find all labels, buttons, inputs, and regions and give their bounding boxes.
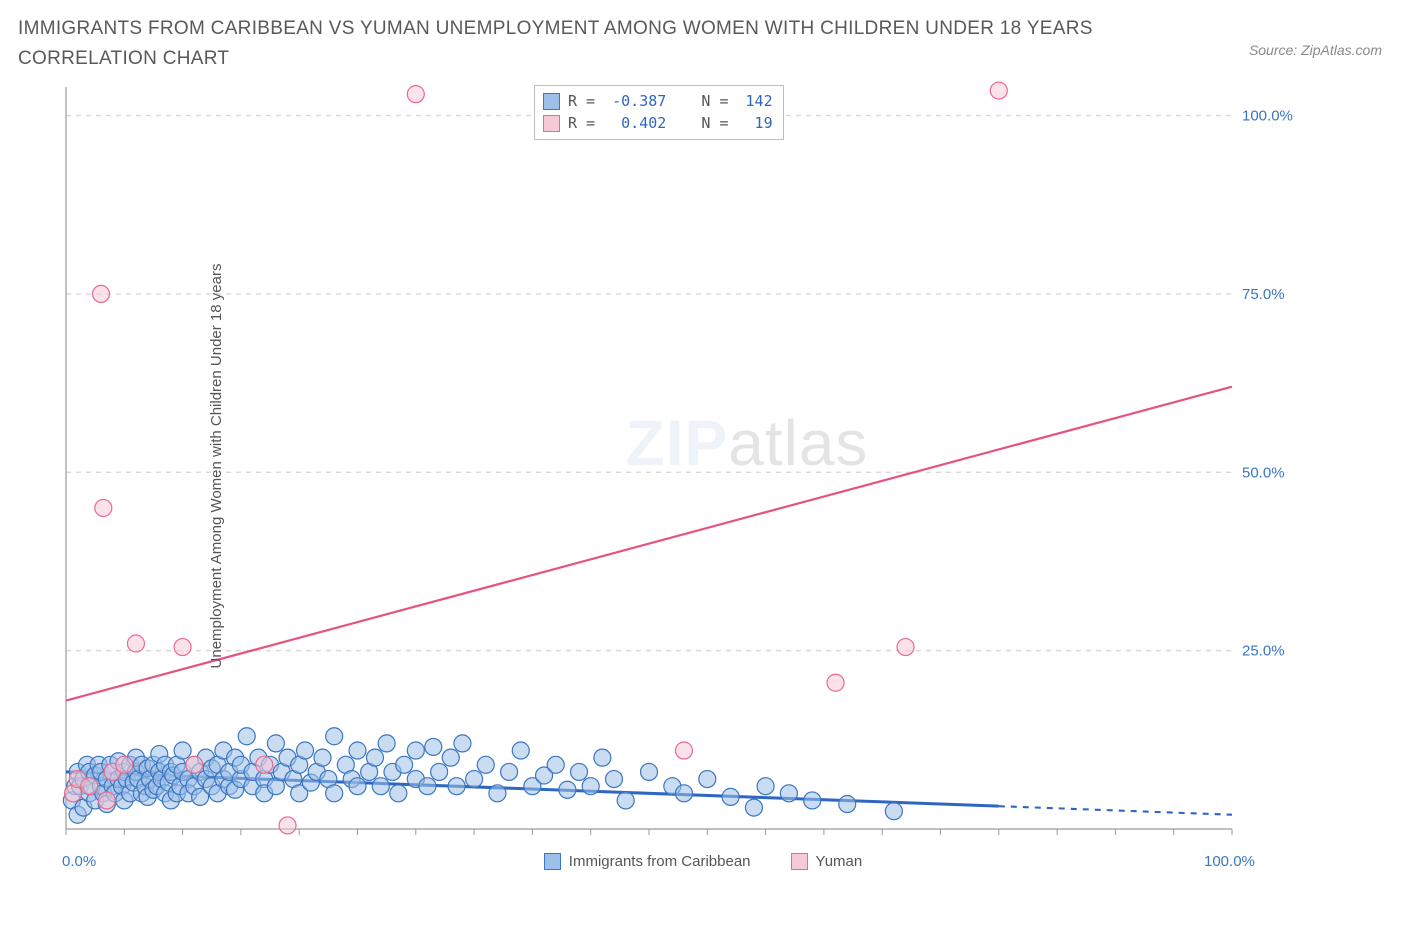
data-point bbox=[326, 728, 343, 745]
legend-label: Yuman bbox=[816, 853, 863, 870]
data-point bbox=[477, 756, 494, 773]
data-point bbox=[722, 788, 739, 805]
data-point bbox=[267, 735, 284, 752]
data-point bbox=[512, 742, 529, 759]
data-point bbox=[366, 749, 383, 766]
data-point bbox=[442, 749, 459, 766]
legend-label: Immigrants from Caribbean bbox=[569, 853, 751, 870]
data-point bbox=[699, 770, 716, 787]
data-point bbox=[745, 799, 762, 816]
data-point bbox=[641, 763, 658, 780]
legend-stats-row: R = -0.387 N = 142 bbox=[543, 90, 773, 113]
data-point bbox=[349, 742, 366, 759]
x-tick-label: 0.0% bbox=[62, 853, 96, 870]
data-point bbox=[675, 742, 692, 759]
data-point bbox=[501, 763, 518, 780]
data-point bbox=[466, 770, 483, 787]
legend-swatch bbox=[543, 93, 560, 110]
legend-item: Yuman bbox=[791, 853, 863, 870]
data-point bbox=[378, 735, 395, 752]
data-point bbox=[571, 763, 588, 780]
data-point bbox=[559, 781, 576, 798]
data-point bbox=[425, 738, 442, 755]
data-point bbox=[582, 777, 599, 794]
data-point bbox=[489, 785, 506, 802]
y-axis-label: Unemployment Among Women with Children U… bbox=[208, 263, 225, 668]
data-point bbox=[431, 763, 448, 780]
data-point bbox=[238, 728, 255, 745]
data-point bbox=[780, 785, 797, 802]
data-point bbox=[839, 795, 856, 812]
data-point bbox=[256, 756, 273, 773]
legend-swatch bbox=[544, 853, 561, 870]
data-point bbox=[757, 777, 774, 794]
legend-bottom: Immigrants from Caribbean Yuman bbox=[18, 853, 1388, 870]
y-tick-label: 50.0% bbox=[1242, 464, 1285, 481]
data-point bbox=[174, 638, 191, 655]
data-point bbox=[448, 777, 465, 794]
data-point bbox=[390, 785, 407, 802]
data-point bbox=[990, 82, 1007, 99]
data-point bbox=[897, 638, 914, 655]
y-tick-label: 25.0% bbox=[1242, 642, 1285, 659]
data-point bbox=[297, 742, 314, 759]
data-point bbox=[127, 635, 144, 652]
legend-stats-box: R = -0.387 N = 142R = 0.402 N = 19 bbox=[534, 85, 784, 140]
data-point bbox=[174, 742, 191, 759]
legend-stats-row: R = 0.402 N = 19 bbox=[543, 112, 773, 135]
data-point bbox=[186, 756, 203, 773]
data-point bbox=[116, 756, 133, 773]
data-point bbox=[454, 735, 471, 752]
data-point bbox=[885, 802, 902, 819]
data-point bbox=[372, 777, 389, 794]
data-point bbox=[419, 777, 436, 794]
y-tick-label: 100.0% bbox=[1242, 107, 1293, 124]
data-point bbox=[594, 749, 611, 766]
data-point bbox=[98, 792, 115, 809]
data-point bbox=[279, 817, 296, 834]
data-point bbox=[95, 499, 112, 516]
data-point bbox=[606, 770, 623, 787]
data-point bbox=[407, 85, 424, 102]
data-point bbox=[92, 285, 109, 302]
data-point bbox=[326, 785, 343, 802]
legend-swatch bbox=[543, 115, 560, 132]
data-point bbox=[81, 777, 98, 794]
data-point bbox=[804, 792, 821, 809]
y-tick-label: 75.0% bbox=[1242, 286, 1285, 303]
source-label: Source: ZipAtlas.com bbox=[1249, 42, 1382, 58]
data-point bbox=[314, 749, 331, 766]
trend-line-dashed bbox=[999, 806, 1232, 815]
data-point bbox=[349, 777, 366, 794]
legend-swatch bbox=[791, 853, 808, 870]
data-point bbox=[617, 792, 634, 809]
chart-title: IMMIGRANTS FROM CARIBBEAN VS YUMAN UNEMP… bbox=[18, 14, 1118, 75]
data-point bbox=[396, 756, 413, 773]
x-tick-label: 100.0% bbox=[1204, 853, 1255, 870]
trend-line bbox=[66, 386, 1232, 700]
data-point bbox=[407, 742, 424, 759]
legend-item: Immigrants from Caribbean bbox=[544, 853, 751, 870]
data-point bbox=[547, 756, 564, 773]
data-point bbox=[827, 674, 844, 691]
data-point bbox=[675, 785, 692, 802]
